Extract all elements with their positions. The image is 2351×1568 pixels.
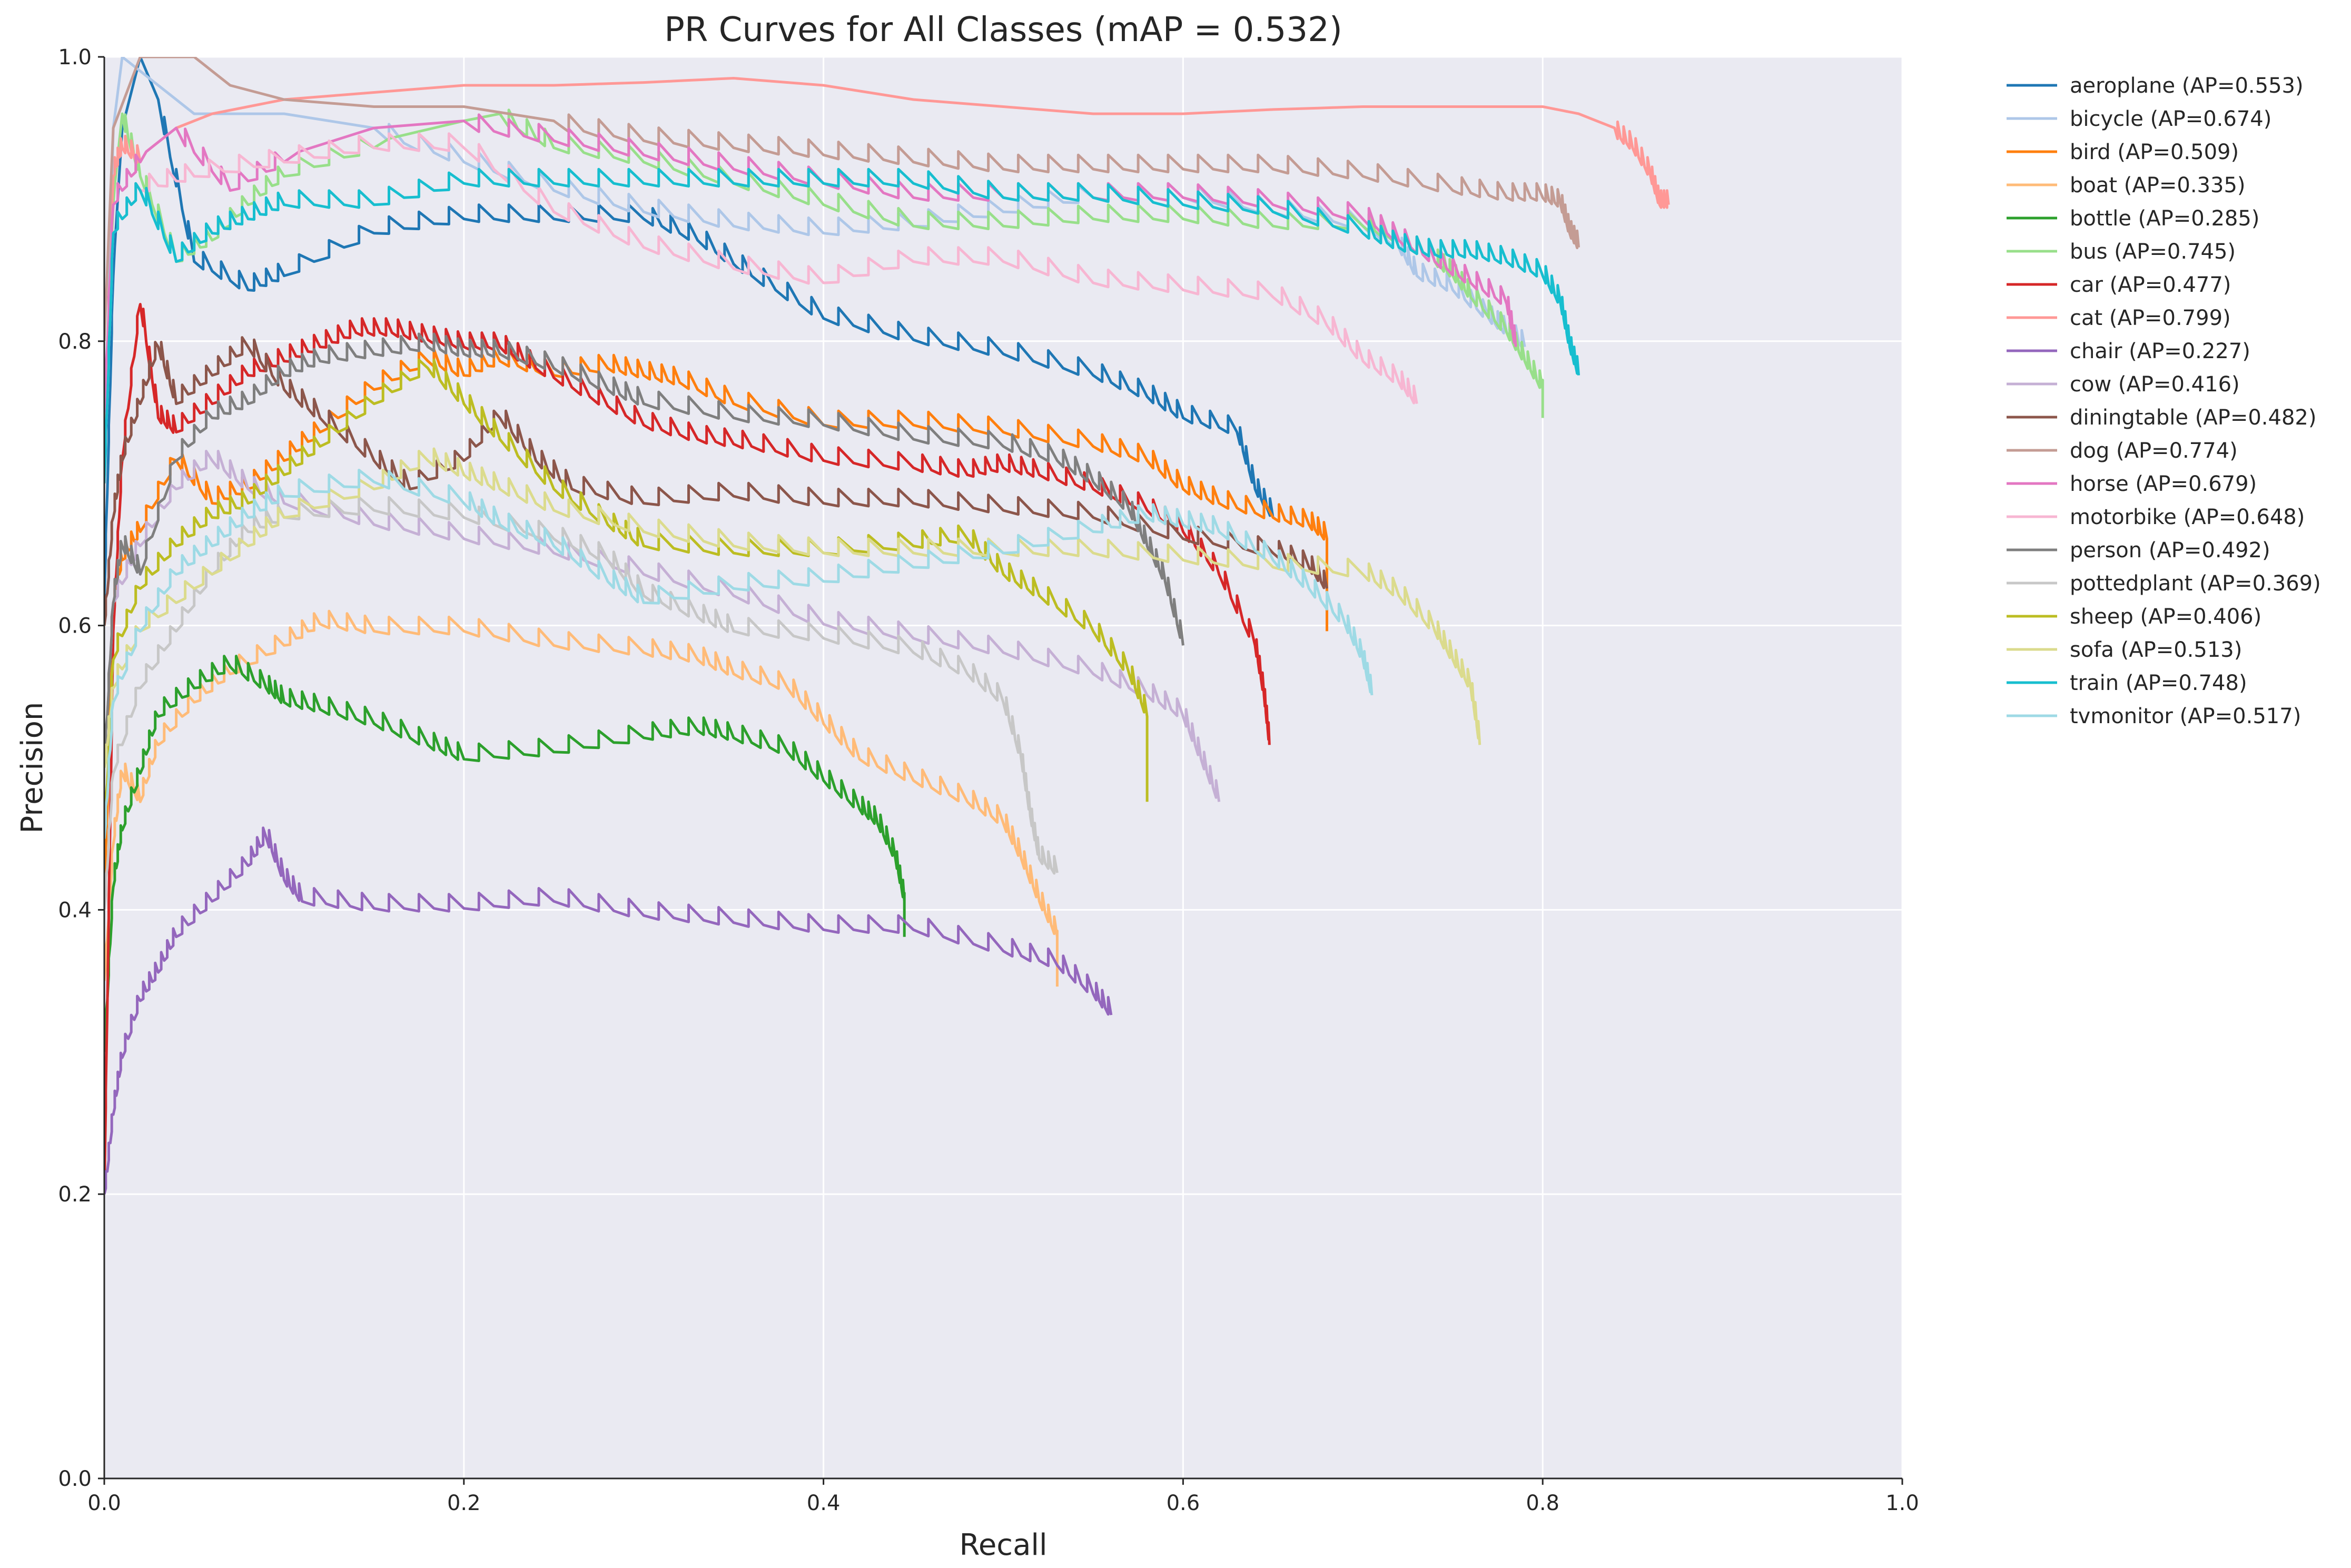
- x-tick-label: 0.2: [447, 1491, 481, 1515]
- y-tick-label: 0.4: [58, 898, 92, 922]
- legend-label: aeroplane (AP=0.553): [2070, 74, 2304, 98]
- series-line-diningtable: [104, 336, 1328, 626]
- legend-label: tvmonitor (AP=0.517): [2070, 704, 2301, 728]
- x-tick-label: 1.0: [1885, 1491, 1919, 1515]
- series-line-train: [104, 167, 1580, 484]
- legend-label: diningtable (AP=0.482): [2070, 406, 2316, 430]
- x-axis-label: Recall: [959, 1528, 1047, 1562]
- y-tick-label: 1.0: [58, 45, 92, 70]
- x-tick-label: 0.0: [87, 1491, 121, 1515]
- series-line-bird: [104, 348, 1328, 910]
- legend-label: dog (AP=0.774): [2070, 439, 2238, 463]
- chart-title: PR Curves for All Classes (mAP = 0.532): [664, 11, 1342, 50]
- y-tick-label: 0.2: [58, 1182, 92, 1207]
- y-tick-label: 0.0: [58, 1467, 92, 1491]
- series-line-person: [104, 332, 1184, 768]
- series-line-motorbike: [104, 132, 1418, 484]
- legend-label: cow (AP=0.416): [2070, 372, 2240, 397]
- series-line-aeroplane: [104, 57, 1275, 597]
- legend-label: bird (AP=0.509): [2070, 140, 2239, 164]
- legend-label: person (AP=0.492): [2070, 538, 2270, 563]
- x-tick-label: 0.8: [1526, 1491, 1559, 1515]
- series-line-chair: [104, 826, 1113, 1195]
- legend-label: cat (AP=0.799): [2070, 306, 2231, 330]
- plot-area: [104, 57, 1902, 1478]
- series-line-tvmonitor: [104, 469, 1374, 839]
- legend-label: chair (AP=0.227): [2070, 339, 2250, 363]
- legend-label: motorbike (AP=0.648): [2070, 505, 2305, 529]
- legend-label: bicycle (AP=0.674): [2070, 107, 2271, 131]
- legend-label: sheep (AP=0.406): [2070, 605, 2261, 629]
- series-line-pottedplant: [104, 496, 1059, 910]
- y-tick-label: 0.6: [58, 614, 92, 638]
- y-tick-label: 0.8: [58, 330, 92, 354]
- series-line-bottle: [104, 655, 906, 1052]
- series-line-car: [104, 303, 1271, 1195]
- series-line-sofa: [104, 447, 1481, 768]
- legend-label: pottedplant (AP=0.369): [2070, 571, 2321, 596]
- x-tick-label: 0.6: [1167, 1491, 1200, 1515]
- legend: aeroplane (AP=0.553) bicycle (AP=0.674) bi…: [2007, 74, 2321, 728]
- y-axis-label: Precision: [15, 702, 50, 834]
- series-line-boat: [104, 609, 1059, 987]
- series-line-sheep: [104, 358, 1149, 839]
- grid-lines: [103, 56, 1903, 1480]
- legend-label: car (AP=0.477): [2070, 273, 2231, 297]
- legend-label: sofa (AP=0.513): [2070, 638, 2242, 662]
- series-lines: [104, 57, 1670, 1195]
- x-tick-label: 0.4: [807, 1491, 841, 1515]
- legend-label: bus (AP=0.745): [2070, 240, 2236, 264]
- legend-label: train (AP=0.748): [2070, 671, 2247, 695]
- legend-label: horse (AP=0.679): [2070, 472, 2257, 496]
- legend-label: bottle (AP=0.285): [2070, 206, 2259, 231]
- legend-label: boat (AP=0.335): [2070, 173, 2246, 198]
- series-line-dog: [104, 57, 1580, 341]
- axes: 0.0 0.2 0.4 0.6 0.8 1.0 0.0 0.2 0.4 0.6 0.8 1.0: [58, 45, 1919, 1515]
